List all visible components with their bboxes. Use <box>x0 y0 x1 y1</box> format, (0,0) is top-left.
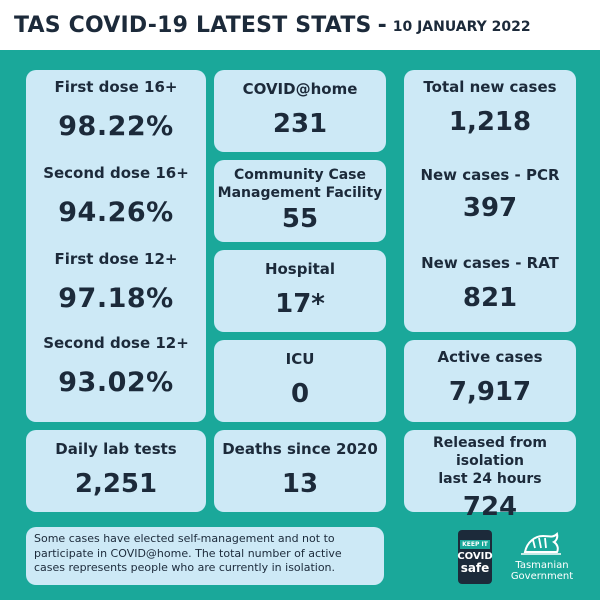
new-cases-rat-label: New cases - RAT <box>421 254 559 272</box>
vax-item-first-dose-16: First dose 16+ 98.22% <box>26 78 206 143</box>
footnote: Some cases have elected self-management … <box>26 527 384 585</box>
tasmanian-government-logo: Tasmanian Government <box>500 526 584 588</box>
new-cases-rat-value: 821 <box>462 283 518 313</box>
new-cases-card: Total new cases 1,218 New cases - PCR 39… <box>404 70 576 332</box>
community-facility-card: Community Case Management Facility 55 <box>214 160 386 242</box>
released-label-line1: Released from isolation <box>433 435 547 469</box>
lab-tests-value: 2,251 <box>74 469 158 499</box>
community-facility-label-line1: Community Case <box>233 167 367 183</box>
vax-item-second-dose-12: Second dose 12+ 93.02% <box>26 334 206 399</box>
covid-safe-logo: KEEP IT COVID safe <box>457 530 493 584</box>
active-cases-card: Active cases 7,917 <box>404 340 576 422</box>
vax-label: Second dose 16+ <box>43 164 189 182</box>
total-new-cases-label: Total new cases <box>423 78 557 96</box>
page-title: TAS COVID-19 LATEST STATS <box>14 12 372 38</box>
hospital-card: Hospital 17* <box>214 250 386 332</box>
vaccination-card: First dose 16+ 98.22% Second dose 16+ 94… <box>26 70 206 422</box>
hospital-label: Hospital <box>264 260 336 278</box>
released-value: 724 <box>462 492 518 522</box>
vax-item-second-dose-16: Second dose 16+ 94.26% <box>26 164 206 229</box>
new-cases-pcr-value: 397 <box>462 193 518 223</box>
covid-home-card: COVID@home 231 <box>214 70 386 152</box>
deaths-card: Deaths since 2020 13 <box>214 430 386 512</box>
total-new-cases: Total new cases 1,218 <box>404 78 576 137</box>
hospital-value: 17* <box>275 289 325 319</box>
covid-safe-safe: safe <box>460 560 490 575</box>
community-facility-value: 55 <box>281 204 319 234</box>
covid-safe-covid: COVID <box>457 550 493 562</box>
gov-logo-line1: Tasmanian <box>515 560 569 571</box>
vax-value: 97.18% <box>58 283 174 314</box>
vax-label: Second dose 12+ <box>43 334 189 352</box>
total-new-cases-value: 1,218 <box>448 107 532 137</box>
new-cases-pcr: New cases - PCR 397 <box>404 166 576 223</box>
vax-value: 98.22% <box>58 111 174 142</box>
header-banner: TAS COVID-19 LATEST STATS - 10 JANUARY 2… <box>0 0 600 50</box>
report-date: 10 JANUARY 2022 <box>392 19 531 35</box>
tasmanian-tiger-icon <box>521 532 561 555</box>
covid-home-value: 231 <box>272 109 328 139</box>
new-cases-rat: New cases - RAT 821 <box>404 254 576 313</box>
active-cases-label: Active cases <box>437 348 543 366</box>
icu-value: 0 <box>290 379 310 409</box>
vax-value: 93.02% <box>58 367 174 398</box>
deaths-value: 13 <box>281 469 319 499</box>
community-facility-label-line2: Management Facility <box>217 185 383 201</box>
covid-home-label: COVID@home <box>242 80 358 98</box>
vax-label: First dose 12+ <box>54 250 178 268</box>
released-label-line2: last 24 hours <box>438 471 542 487</box>
active-cases-value: 7,917 <box>448 377 532 407</box>
gov-logo-line2: Government <box>510 571 574 582</box>
covid-safe-keep-it: KEEP IT <box>460 539 490 549</box>
lab-tests-label: Daily lab tests <box>55 440 177 458</box>
released-card: Released from isolation last 24 hours 72… <box>404 430 576 522</box>
vax-value: 94.26% <box>58 197 174 228</box>
vax-item-first-dose-12: First dose 12+ 97.18% <box>26 250 206 315</box>
vax-label: First dose 16+ <box>54 78 178 96</box>
new-cases-pcr-label: New cases - PCR <box>420 166 560 184</box>
lab-tests-card: Daily lab tests 2,251 <box>26 430 206 512</box>
icu-label: ICU <box>285 350 315 368</box>
icu-card: ICU 0 <box>214 340 386 422</box>
title-separator: - <box>377 12 387 38</box>
deaths-label: Deaths since 2020 <box>222 440 378 458</box>
